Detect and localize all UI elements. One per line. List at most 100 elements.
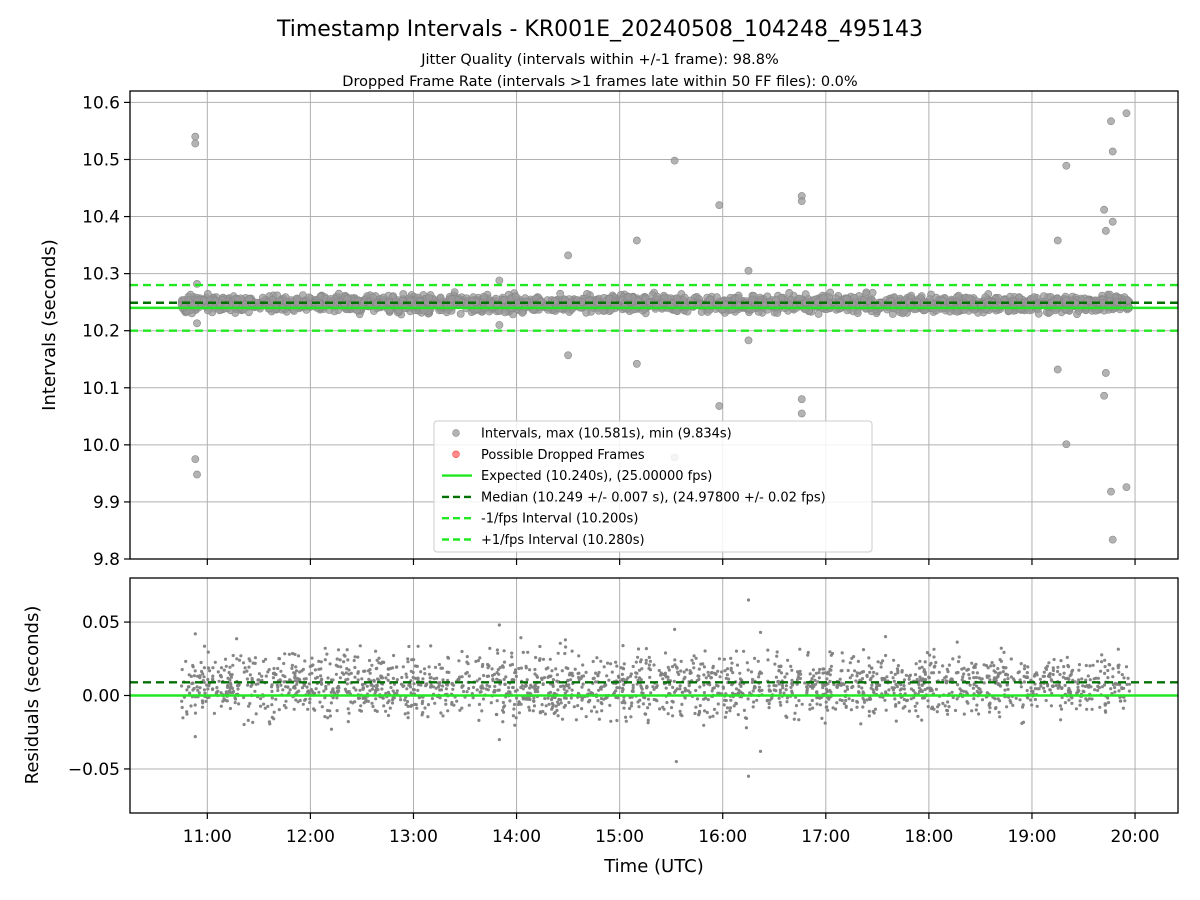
interval-point — [1048, 688, 1052, 692]
plot-area — [130, 598, 1178, 778]
interval-point — [245, 677, 249, 681]
interval-point — [596, 673, 600, 677]
interval-point — [641, 702, 646, 706]
interval-point — [907, 677, 911, 681]
interval-point — [562, 687, 566, 691]
interval-point — [439, 666, 443, 670]
interval-point — [835, 701, 839, 705]
interval-point — [710, 689, 714, 693]
legend-label: Intervals, max (10.581s), min (9.834s) — [481, 427, 732, 442]
interval-point — [224, 664, 228, 668]
interval-point — [580, 696, 585, 700]
interval-point — [496, 651, 500, 655]
interval-point — [478, 677, 482, 681]
interval-point — [196, 688, 200, 692]
interval-point — [310, 671, 314, 675]
interval-point — [1065, 655, 1069, 660]
interval-point — [290, 666, 294, 671]
interval-point — [1118, 683, 1122, 687]
interval-point — [417, 696, 421, 700]
interval-point — [421, 711, 425, 715]
interval-point — [528, 686, 532, 690]
interval-point — [219, 704, 223, 708]
y-tick-label: 0.05 — [82, 613, 120, 633]
interval-point — [679, 659, 683, 664]
interval-point — [329, 690, 333, 695]
interval-point — [1120, 673, 1124, 677]
interval-point — [829, 653, 833, 657]
interval-point — [370, 701, 374, 705]
interval-point — [335, 689, 339, 694]
interval-point — [785, 288, 794, 297]
interval-point — [706, 670, 710, 674]
outlier-point — [1100, 391, 1109, 400]
interval-point — [1054, 683, 1058, 688]
interval-point — [663, 651, 668, 655]
interval-point — [1114, 682, 1118, 686]
interval-point — [1017, 670, 1021, 674]
interval-point — [646, 721, 650, 725]
interval-point — [323, 715, 327, 719]
interval-point — [702, 697, 706, 701]
interval-point — [848, 661, 852, 665]
interval-point — [277, 708, 281, 712]
interval-point — [634, 660, 638, 664]
interval-point — [665, 700, 669, 705]
interval-point — [580, 707, 584, 711]
y-tick-label: 10.5 — [82, 150, 120, 170]
interval-point — [841, 682, 846, 686]
interval-point — [631, 664, 635, 669]
interval-point — [918, 678, 923, 682]
interval-point — [379, 674, 383, 678]
interval-point — [631, 683, 635, 687]
interval-point — [569, 696, 573, 700]
interval-point — [200, 669, 204, 674]
interval-point — [881, 659, 885, 663]
interval-point — [772, 688, 776, 692]
interval-point — [653, 292, 661, 301]
interval-point — [917, 682, 921, 687]
interval-point — [945, 667, 949, 672]
interval-point — [644, 647, 649, 651]
interval-point — [785, 672, 789, 676]
interval-point — [257, 672, 261, 676]
interval-point — [785, 696, 790, 700]
interval-point — [912, 696, 916, 700]
interval-point — [343, 654, 347, 658]
interval-point — [753, 685, 757, 690]
interval-point — [1084, 678, 1088, 682]
interval-point — [811, 706, 815, 710]
interval-point — [493, 684, 497, 689]
interval-point — [368, 293, 377, 302]
interval-point — [723, 669, 727, 673]
interval-point — [360, 677, 364, 681]
interval-point — [479, 292, 488, 301]
x-tick-label: 12:00 — [286, 827, 335, 847]
interval-point — [228, 681, 232, 685]
interval-point — [1050, 691, 1054, 696]
interval-point — [844, 704, 848, 708]
interval-point — [412, 682, 416, 686]
interval-point — [1090, 697, 1094, 701]
interval-point — [580, 685, 584, 689]
interval-point — [576, 671, 580, 676]
interval-point — [307, 682, 311, 686]
interval-point — [1021, 705, 1025, 709]
outlier-point — [797, 395, 806, 404]
x-tick-label: 13:00 — [389, 827, 438, 847]
interval-point — [793, 711, 797, 715]
interval-point — [644, 661, 648, 665]
interval-point — [637, 676, 642, 680]
interval-point — [977, 676, 982, 680]
interval-point — [567, 686, 571, 690]
interval-point — [672, 679, 676, 684]
interval-point — [446, 709, 450, 713]
interval-point — [438, 696, 442, 700]
interval-point — [962, 666, 966, 670]
x-tick-label: 18:00 — [904, 827, 953, 847]
interval-point — [180, 684, 184, 688]
interval-point — [478, 656, 482, 660]
interval-point — [527, 705, 531, 709]
interval-point — [1075, 691, 1079, 695]
